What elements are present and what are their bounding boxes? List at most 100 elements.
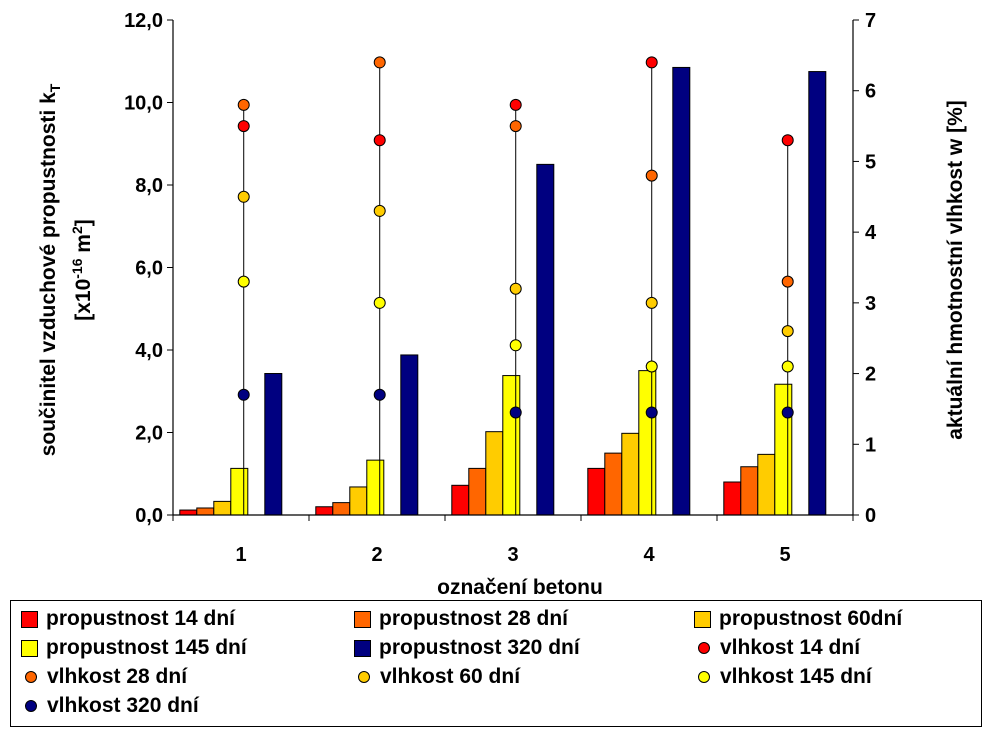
legend-label: vlhkost 320 dní [47, 694, 199, 717]
x-tick-label: 4 [643, 544, 655, 566]
x-tick-label: 1 [235, 544, 246, 566]
y-axis-title-main: součinitel vzduchové propustnosti k [37, 92, 60, 456]
bar-3-cat-4 [621, 432, 640, 516]
legend-marker [698, 671, 710, 683]
bar-5-cat-1 [264, 373, 283, 516]
legend-item: vlhkost 320 dní [21, 694, 199, 718]
legend-marker [698, 642, 710, 654]
legend-item: propustnost 28 dní [354, 607, 568, 631]
bar-2-cat-3 [468, 467, 487, 516]
y2-tick-label: 2 [865, 364, 876, 386]
moisture-point-5-cat-3 [509, 406, 522, 419]
moisture-point-2-cat-4 [645, 169, 658, 182]
y2-tick-label: 6 [865, 81, 876, 103]
moisture-point-1-cat-3 [509, 98, 522, 111]
moisture-point-5-cat-2 [373, 388, 386, 401]
bar-3-cat-1 [213, 500, 232, 516]
bar-1-cat-3 [451, 484, 470, 516]
legend-item: propustnost 320 dní [354, 636, 580, 660]
moisture-point-2-cat-2 [373, 56, 386, 69]
legend: propustnost 14 dní propustnost 28 dní prop… [10, 600, 982, 727]
y-tick-label: 12,0 [124, 10, 163, 32]
y-tick-label: 10,0 [124, 93, 163, 115]
moisture-point-1-cat-1 [237, 120, 250, 133]
legend-marker [25, 671, 37, 683]
bar-4-cat-2 [366, 459, 385, 516]
y-axis-title-sub: T [47, 83, 63, 92]
bar-1-cat-2 [315, 506, 334, 516]
bar-1-cat-1 [179, 509, 198, 516]
moisture-point-2-cat-1 [237, 98, 250, 111]
bar-1-cat-4 [587, 467, 606, 516]
moisture-point-1-cat-2 [373, 134, 386, 147]
bar-5-cat-5 [808, 71, 827, 516]
bar-4-cat-5 [774, 383, 793, 516]
y2-tick-label: 1 [865, 434, 876, 456]
axes: 0,0 2,0 4,0 6,0 8,0 10,0 12,0 0 1 2 3 4 5 6 7 1 2 3 4 5 [124, 10, 877, 566]
moisture-points [237, 56, 794, 419]
legend-item: vlhkost 145 dní [694, 665, 872, 689]
moisture-point-3-cat-4 [645, 296, 658, 309]
bar-2-cat-5 [740, 466, 759, 516]
legend-label: vlhkost 60 dní [380, 665, 521, 688]
bar-2-cat-4 [604, 452, 623, 516]
moisture-point-3-cat-3 [509, 282, 522, 295]
y-tick-label: 0,0 [135, 505, 163, 527]
y-axis-unit-pre: [x10 [72, 279, 95, 321]
legend-label: propustnost 320 dní [379, 636, 580, 659]
y-axis-unit-mid: m [72, 234, 95, 259]
legend-item: vlhkost 28 dní [21, 665, 187, 689]
moisture-point-1-cat-4 [645, 56, 658, 69]
moisture-point-4-cat-4 [645, 360, 658, 373]
bar-5-cat-4 [672, 66, 691, 516]
y2-tick-label: 0 [865, 505, 876, 527]
bar-4-cat-4 [638, 370, 657, 516]
y-axis-title-line2: [x10-16 m2] [69, 219, 95, 321]
y2-tick-label: 3 [865, 293, 876, 315]
moisture-point-1-cat-5 [781, 134, 794, 147]
legend-label: propustnost 145 dní [46, 636, 247, 659]
bar-3-cat-3 [485, 431, 504, 516]
chart-svg: 0,0 2,0 4,0 6,0 8,0 10,0 12,0 0 1 2 3 4 5 6 7 1 2 3 4 5 ozn… [37, 10, 967, 599]
bar-3-cat-5 [757, 453, 776, 516]
legend-swatch [354, 610, 371, 628]
bar-2-cat-2 [332, 502, 351, 516]
y2-axis-title: aktuální hmotnostní vlhkost w [%] [944, 100, 967, 440]
legend-item: vlhkost 14 dní [694, 636, 860, 660]
y2-tick-label: 7 [865, 10, 876, 32]
legend-swatch [354, 639, 371, 657]
legend-label: vlhkost 28 dní [47, 665, 188, 688]
x-tick-label: 5 [779, 544, 790, 566]
y-axis-unit-exp1: -16 [69, 258, 85, 278]
y-tick-label: 2,0 [135, 423, 163, 445]
bar-3-cat-2 [349, 486, 368, 516]
legend-label: propustnost 28 dní [379, 607, 568, 630]
moisture-point-4-cat-3 [509, 339, 522, 352]
moisture-point-5-cat-5 [781, 406, 794, 419]
legend-label: propustnost 60dní [719, 607, 903, 630]
legend-swatch [694, 610, 711, 628]
moisture-point-3-cat-5 [781, 325, 794, 338]
legend-marker [25, 700, 37, 712]
moisture-point-2-cat-5 [781, 275, 794, 288]
y-tick-label: 4,0 [135, 340, 163, 362]
x-tick-label: 3 [507, 544, 518, 566]
legend-item: propustnost 60dní [694, 607, 902, 631]
x-tick-label: 2 [371, 544, 382, 566]
bar-5-cat-3 [536, 163, 555, 516]
legend-item: propustnost 14 dní [21, 607, 235, 631]
legend-label: vlhkost 14 dní [720, 636, 861, 659]
y2-tick-label: 5 [865, 151, 876, 173]
bar-1-cat-5 [723, 481, 742, 516]
y-axis-unit-post: ] [72, 219, 95, 226]
moisture-point-4-cat-5 [781, 360, 794, 373]
legend-item: vlhkost 60 dní [354, 665, 520, 689]
bar-4-cat-3 [502, 375, 521, 516]
moisture-point-4-cat-2 [373, 296, 386, 309]
legend-label: propustnost 14 dní [46, 607, 235, 630]
moisture-point-5-cat-4 [645, 406, 658, 419]
bar-5-cat-2 [400, 354, 419, 516]
x-axis-title: označení betonu [437, 576, 603, 599]
bar-4-cat-1 [230, 467, 249, 516]
y-axis-title-line1: součinitel vzduchové propustnosti kT [37, 83, 63, 456]
